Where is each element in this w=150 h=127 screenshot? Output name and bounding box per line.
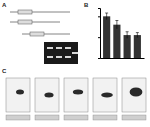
panel-label: C <box>2 68 7 74</box>
construct-box <box>18 10 32 14</box>
bar <box>103 16 110 58</box>
bar <box>134 35 141 58</box>
gel-band <box>47 56 53 58</box>
construct-line <box>22 34 70 35</box>
blot <box>35 78 59 112</box>
y-axis <box>98 9 101 59</box>
gel-band <box>47 47 53 49</box>
panel-b <box>98 9 145 59</box>
gel-band <box>56 56 62 58</box>
error-bar <box>136 33 139 38</box>
gel-band <box>72 52 78 54</box>
blot <box>64 78 88 112</box>
error-bar <box>115 21 118 29</box>
y-tick <box>98 37 100 38</box>
bar <box>113 25 120 58</box>
y-tick <box>98 16 100 17</box>
blot-band <box>44 93 53 98</box>
blot-strip <box>64 115 88 120</box>
y-axis-line <box>98 9 101 59</box>
gel-band <box>56 47 62 49</box>
construct-box <box>18 20 32 24</box>
blot-strip <box>122 115 146 120</box>
error-bar <box>105 13 108 20</box>
blot <box>93 78 117 112</box>
y-tick-mark <box>98 37 100 38</box>
blot-strip <box>35 115 59 120</box>
blot-band <box>101 93 113 98</box>
blot-band <box>130 88 143 97</box>
blot <box>6 78 30 112</box>
gel-band <box>65 47 71 49</box>
error-bar <box>126 32 129 39</box>
gel-band <box>65 56 71 58</box>
blot-band <box>16 90 24 95</box>
construct-box <box>30 32 44 36</box>
panel-a <box>10 10 78 64</box>
construct-line <box>10 22 60 23</box>
panel-c <box>6 78 146 120</box>
y-tick-mark <box>98 16 100 17</box>
bar <box>124 35 131 58</box>
blot-strip <box>6 115 30 120</box>
gel <box>44 42 78 64</box>
blot-strip <box>93 115 117 120</box>
y-tick <box>98 58 100 59</box>
x-axis-line <box>101 58 145 59</box>
figure: A B C <box>0 0 150 127</box>
y-tick-mark <box>98 58 100 59</box>
panel-label: A <box>2 2 7 8</box>
blot <box>122 78 146 112</box>
blot-band <box>73 90 83 95</box>
plot <box>103 13 141 58</box>
panel-label: B <box>84 2 89 8</box>
